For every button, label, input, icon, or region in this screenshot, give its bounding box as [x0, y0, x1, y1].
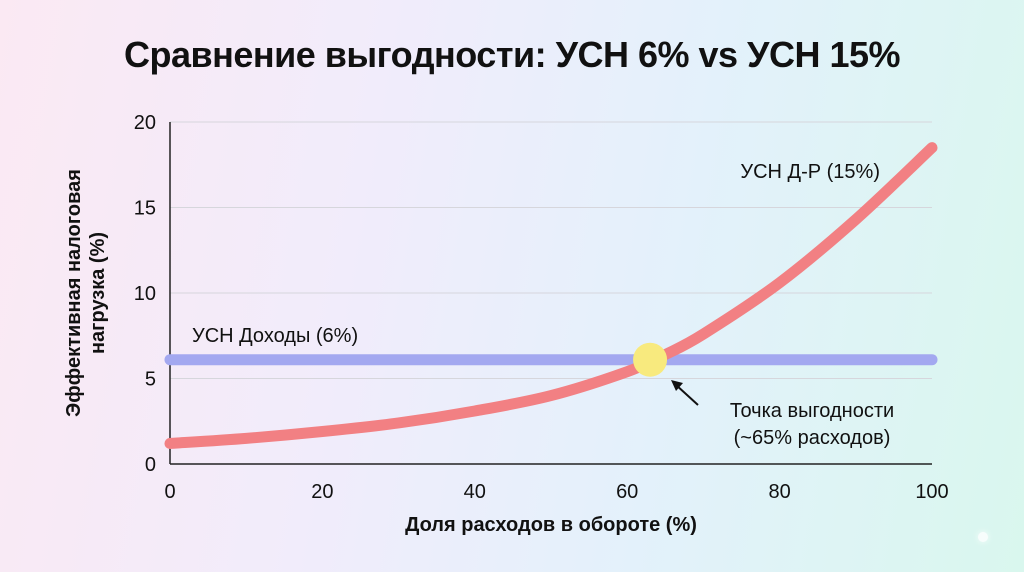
breakeven-marker — [633, 342, 668, 377]
y-tick-label: 15 — [134, 198, 156, 220]
y-tick-label: 10 — [134, 283, 156, 305]
y-tick-label: 0 — [145, 454, 156, 476]
x-axis-label: Доля расходов в обороте (%) — [405, 514, 697, 536]
series-label-usn-income-minus-expenses: УСН Д-Р (15%) — [740, 161, 880, 183]
chart-title: Сравнение выгодности: УСН 6% vs УСН 15% — [123, 34, 901, 75]
tick-labels: 0 5 10 15 20 0 20 40 60 80 100 — [134, 112, 949, 503]
x-tick-label: 40 — [464, 481, 486, 503]
series-label-usn-income: УСН Доходы (6%) — [192, 325, 358, 347]
axes — [169, 122, 932, 465]
y-tick-label: 5 — [145, 369, 156, 391]
x-tick-label: 80 — [768, 481, 790, 503]
x-tick-label: 60 — [616, 481, 638, 503]
series-lines — [164, 142, 938, 449]
x-tick-label: 0 — [164, 481, 175, 503]
y-tick-label: 20 — [134, 112, 156, 134]
annotation-text-line: (~65% расходов) — [734, 427, 891, 449]
sparkle-icon — [978, 532, 988, 542]
series-line-usn-income-minus-expenses — [164, 142, 938, 449]
grid-lines — [170, 121, 932, 379]
annotation-arrowhead — [671, 380, 683, 391]
x-tick-label: 20 — [311, 481, 333, 503]
annotation-text-line: Точка выгодности — [730, 400, 894, 422]
annotations: УСН Доходы (6%) УСН Д-Р (15%) Точка выгодн… — [192, 161, 894, 449]
x-tick-label: 100 — [915, 481, 948, 503]
